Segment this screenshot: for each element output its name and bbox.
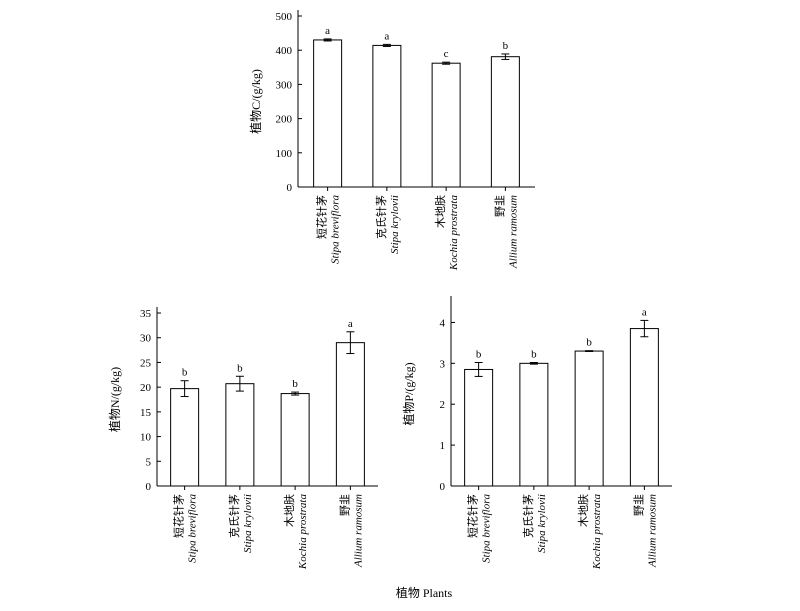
nitrogen-y-axis-title: 植物N/(g/kg) bbox=[107, 367, 122, 432]
nitrogen-category-label-en: Stipa krylovii bbox=[242, 494, 254, 553]
carbon-category-label-zh: 野韭 bbox=[493, 195, 506, 217]
carbon-y-axis-title: 植物C/(g/kg) bbox=[248, 69, 263, 134]
nitrogen-category-label-zh: 克氏针茅 bbox=[227, 494, 241, 538]
nitrogen-bar bbox=[335, 342, 365, 487]
carbon-y-tick-label: 400 bbox=[276, 45, 293, 57]
nitrogen-y-tick-label: 35 bbox=[140, 308, 152, 320]
chart-panel-nitrogen: 0 5 10 15 20 25 30 35 植物N/(g/kg) b 短花针茅 Stipa brevi… bbox=[107, 307, 378, 570]
carbon-category-label-en: Allium ramosum bbox=[507, 195, 519, 269]
phosphorus-bar bbox=[464, 368, 494, 487]
carbon-y-tick-label: 200 bbox=[276, 114, 293, 126]
chart-panel-carbon: 0 100 200 300 400 500 植物C/(g/kg) a 短花针茅 Stipa bre… bbox=[248, 10, 535, 271]
phosphorus-category-label-zh: 短花针茅 bbox=[466, 494, 480, 538]
phosphorus-category-label-en: Allium ramosum bbox=[646, 494, 658, 568]
nitrogen-y-tick-label: 15 bbox=[140, 407, 152, 419]
carbon-category-label-zh: 克氏针茅 bbox=[374, 195, 388, 239]
carbon-category-label-zh: 短花针茅 bbox=[315, 195, 329, 239]
carbon-significance-label: a bbox=[325, 25, 330, 37]
nitrogen-y-tick-label: 25 bbox=[140, 357, 152, 369]
nitrogen-y-tick-label: 30 bbox=[140, 333, 152, 345]
phosphorus-category-label-en: Stipa breviflora bbox=[481, 494, 493, 563]
nitrogen-category-label-zh: 木地肤 bbox=[282, 494, 296, 527]
phosphorus-category-label-en: Stipa krylovii bbox=[536, 494, 548, 553]
phosphorus-y-tick-label: 3 bbox=[440, 358, 446, 370]
carbon-category-label-en: Stipa krylovii bbox=[389, 195, 401, 254]
nitrogen-significance-label: b bbox=[292, 378, 298, 390]
carbon-category-label-en: Stipa breviflora bbox=[330, 195, 342, 264]
phosphorus-category-label-zh: 木地肤 bbox=[576, 494, 590, 527]
nitrogen-category-label-en: Kochia prostrata bbox=[297, 494, 309, 571]
carbon-y-tick-label: 0 bbox=[287, 182, 293, 194]
carbon-y-tick-label: 500 bbox=[276, 11, 293, 23]
nitrogen-y-tick-label: 5 bbox=[146, 456, 152, 468]
phosphorus-category-label-en: Kochia prostrata bbox=[591, 494, 603, 571]
nitrogen-bar bbox=[170, 388, 200, 487]
phosphorus-significance-label: b bbox=[531, 349, 537, 361]
phosphorus-y-axis-title: 植物P/(g/kg) bbox=[401, 362, 416, 425]
x-axis-title: 植物 Plants bbox=[396, 585, 453, 600]
nitrogen-y-tick-label: 0 bbox=[146, 481, 152, 493]
carbon-significance-label: c bbox=[444, 48, 449, 60]
phosphorus-bar bbox=[629, 328, 659, 487]
phosphorus-bar bbox=[574, 350, 604, 487]
carbon-bar bbox=[372, 44, 402, 188]
carbon-bar bbox=[313, 39, 343, 188]
carbon-y-tick-label: 300 bbox=[276, 79, 293, 91]
phosphorus-significance-label: b bbox=[586, 337, 592, 349]
carbon-category-label-en: Kochia prostrata bbox=[448, 195, 460, 272]
nitrogen-category-label-en: Allium ramosum bbox=[352, 494, 364, 568]
nitrogen-significance-label: b bbox=[237, 362, 243, 374]
nitrogen-y-tick-label: 20 bbox=[140, 382, 152, 394]
phosphorus-y-tick-label: 4 bbox=[440, 317, 446, 329]
carbon-bar bbox=[490, 56, 520, 188]
carbon-bar bbox=[431, 62, 461, 188]
phosphorus-y-tick-label: 2 bbox=[440, 399, 446, 411]
nitrogen-significance-label: b bbox=[182, 367, 188, 379]
nitrogen-y-tick-label: 10 bbox=[140, 432, 152, 444]
nitrogen-category-label-zh: 短花针茅 bbox=[172, 494, 186, 538]
nitrogen-bar bbox=[225, 383, 255, 487]
carbon-significance-label: a bbox=[384, 30, 389, 42]
carbon-category-label-zh: 木地肤 bbox=[433, 195, 447, 228]
nitrogen-bar bbox=[280, 393, 310, 487]
nitrogen-category-label-en: Stipa breviflora bbox=[187, 494, 199, 563]
phosphorus-y-tick-label: 1 bbox=[440, 440, 446, 452]
nitrogen-category-label-zh: 野韭 bbox=[338, 494, 351, 516]
phosphorus-significance-label: b bbox=[476, 349, 482, 361]
nitrogen-significance-label: a bbox=[348, 318, 353, 330]
phosphorus-category-label-zh: 野韭 bbox=[632, 494, 645, 516]
chart-panel-phosphorus: 0 1 2 3 4 植物P/(g/kg) b 短花针茅 Stipa breviflora b 克氏针… bbox=[401, 296, 672, 570]
carbon-significance-label: b bbox=[503, 40, 509, 52]
phosphorus-y-tick-label: 0 bbox=[440, 481, 446, 493]
carbon-y-tick-label: 100 bbox=[276, 148, 293, 160]
phosphorus-bar bbox=[519, 362, 549, 487]
phosphorus-significance-label: a bbox=[642, 306, 647, 318]
phosphorus-category-label-zh: 克氏针茅 bbox=[521, 494, 535, 538]
